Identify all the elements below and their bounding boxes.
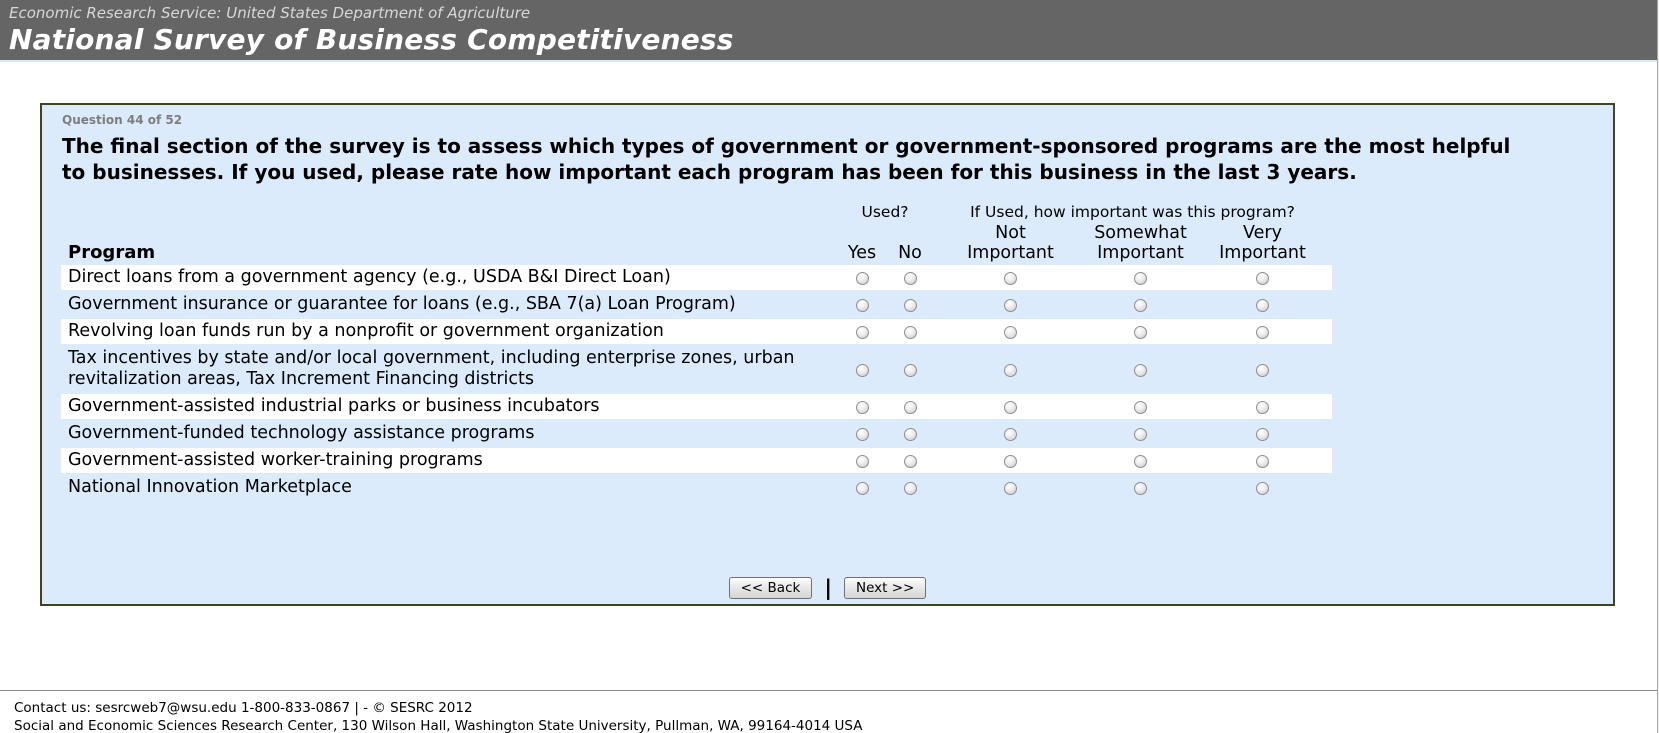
question-text: The final section of the survey is to as… bbox=[62, 134, 1511, 184]
radio-very-important[interactable] bbox=[1256, 482, 1269, 495]
radio-not-important[interactable] bbox=[1004, 363, 1017, 377]
program-rating-table: Used? If Used, how important was this pr… bbox=[61, 201, 1332, 502]
header-line: Important bbox=[1097, 243, 1184, 263]
page-title: National Survey of Business Competitiven… bbox=[9, 23, 734, 56]
radio-no[interactable] bbox=[903, 363, 917, 377]
question-panel: Question 44 of 52 The final section of t… bbox=[40, 103, 1615, 606]
radio-very-important[interactable] bbox=[1256, 455, 1269, 468]
radio-very-important[interactable] bbox=[1256, 363, 1269, 377]
column-header-very-important: Very Important bbox=[1193, 223, 1332, 263]
group-header-row: Used? If Used, how important was this pr… bbox=[61, 203, 1332, 221]
program-row: National Innovation Marketplace bbox=[61, 475, 1332, 500]
radio-no[interactable] bbox=[903, 428, 917, 441]
program-label: Direct loans from a government agency (e… bbox=[68, 267, 671, 287]
footer-contact-line: Contact us: sesrcweb7@wsu.edu 1-800-833-… bbox=[14, 700, 473, 716]
program-row: Revolving loan funds run by a nonprofit … bbox=[61, 319, 1332, 344]
program-column-header: Program bbox=[68, 242, 156, 263]
radio-somewhat-important[interactable] bbox=[1134, 363, 1147, 377]
column-header-row: Program Yes No Not Important Somewhat Impo… bbox=[61, 223, 1332, 263]
header-line: Very bbox=[1243, 223, 1282, 243]
radio-not-important[interactable] bbox=[1004, 326, 1017, 339]
page-footer: Contact us: sesrcweb7@wsu.edu 1-800-833-… bbox=[0, 690, 1659, 733]
used-group-header: Used? bbox=[861, 203, 909, 221]
radio-yes[interactable] bbox=[855, 401, 869, 414]
radio-yes[interactable] bbox=[855, 455, 869, 468]
radio-yes[interactable] bbox=[855, 299, 869, 312]
back-button[interactable]: << Back bbox=[728, 577, 813, 599]
radio-no[interactable] bbox=[903, 326, 917, 339]
footer-address-line: Social and Economic Sciences Research Ce… bbox=[14, 718, 863, 733]
program-row: Government-assisted worker-training prog… bbox=[61, 448, 1332, 473]
radio-somewhat-important[interactable] bbox=[1134, 482, 1147, 495]
radio-somewhat-important[interactable] bbox=[1134, 455, 1147, 468]
column-header-somewhat-important: Somewhat Important bbox=[1088, 223, 1193, 263]
radio-no[interactable] bbox=[903, 401, 917, 414]
radio-not-important[interactable] bbox=[1004, 401, 1017, 414]
program-label: Government-funded technology assistance … bbox=[68, 423, 535, 443]
header-line: Somewhat bbox=[1094, 223, 1187, 243]
program-label: Tax incentives by state and/or local gov… bbox=[68, 348, 795, 389]
next-button[interactable]: Next >> bbox=[844, 577, 927, 599]
agency-line: Economic Research Service: United States… bbox=[9, 4, 531, 22]
radio-no[interactable] bbox=[903, 299, 917, 312]
radio-no[interactable] bbox=[903, 455, 917, 468]
program-label: Government-assisted worker-training prog… bbox=[68, 450, 483, 470]
header-line: Important bbox=[967, 243, 1054, 263]
radio-very-important[interactable] bbox=[1256, 272, 1269, 285]
program-label: Government-assisted industrial parks or … bbox=[68, 396, 600, 416]
column-header-not-important: Not Important bbox=[933, 223, 1088, 263]
column-header-no: No bbox=[898, 243, 922, 263]
radio-somewhat-important[interactable] bbox=[1134, 299, 1147, 312]
radio-not-important[interactable] bbox=[1004, 455, 1017, 468]
radio-yes[interactable] bbox=[855, 428, 869, 441]
radio-somewhat-important[interactable] bbox=[1134, 326, 1147, 339]
radio-not-important[interactable] bbox=[1004, 482, 1017, 495]
button-separator: | bbox=[824, 575, 832, 600]
window-edge bbox=[1657, 0, 1659, 733]
radio-very-important[interactable] bbox=[1256, 401, 1269, 414]
radio-not-important[interactable] bbox=[1004, 428, 1017, 441]
program-row: Tax incentives by state and/or local gov… bbox=[61, 346, 1332, 392]
radio-somewhat-important[interactable] bbox=[1134, 272, 1147, 285]
radio-yes[interactable] bbox=[855, 482, 869, 495]
group-header-spacer bbox=[61, 203, 837, 221]
program-row: Direct loans from a government agency (e… bbox=[61, 265, 1332, 290]
radio-very-important[interactable] bbox=[1256, 299, 1269, 312]
radio-somewhat-important[interactable] bbox=[1134, 401, 1147, 414]
radio-somewhat-important[interactable] bbox=[1134, 428, 1147, 441]
radio-not-important[interactable] bbox=[1004, 272, 1017, 285]
radio-no[interactable] bbox=[903, 272, 917, 285]
program-label: National Innovation Marketplace bbox=[68, 477, 352, 497]
radio-yes[interactable] bbox=[855, 272, 869, 285]
radio-yes[interactable] bbox=[855, 363, 869, 377]
program-row: Government-assisted industrial parks or … bbox=[61, 394, 1332, 419]
question-counter: Question 44 of 52 bbox=[62, 113, 183, 127]
importance-group-header: If Used, how important was this program? bbox=[970, 203, 1295, 221]
header-line: Important bbox=[1219, 243, 1306, 263]
radio-yes[interactable] bbox=[855, 326, 869, 339]
nav-button-row: << Back | Next >> bbox=[42, 575, 1613, 600]
program-row: Government-funded technology assistance … bbox=[61, 421, 1332, 446]
radio-no[interactable] bbox=[903, 482, 917, 495]
header-line: Not bbox=[995, 223, 1026, 243]
radio-very-important[interactable] bbox=[1256, 326, 1269, 339]
program-label: Government insurance or guarantee for lo… bbox=[68, 294, 736, 314]
app-header: Economic Research Service: United States… bbox=[0, 0, 1659, 62]
program-label: Revolving loan funds run by a nonprofit … bbox=[68, 321, 664, 341]
radio-not-important[interactable] bbox=[1004, 299, 1017, 312]
radio-very-important[interactable] bbox=[1256, 428, 1269, 441]
program-row: Government insurance or guarantee for lo… bbox=[61, 292, 1332, 317]
column-header-yes: Yes bbox=[847, 243, 877, 263]
